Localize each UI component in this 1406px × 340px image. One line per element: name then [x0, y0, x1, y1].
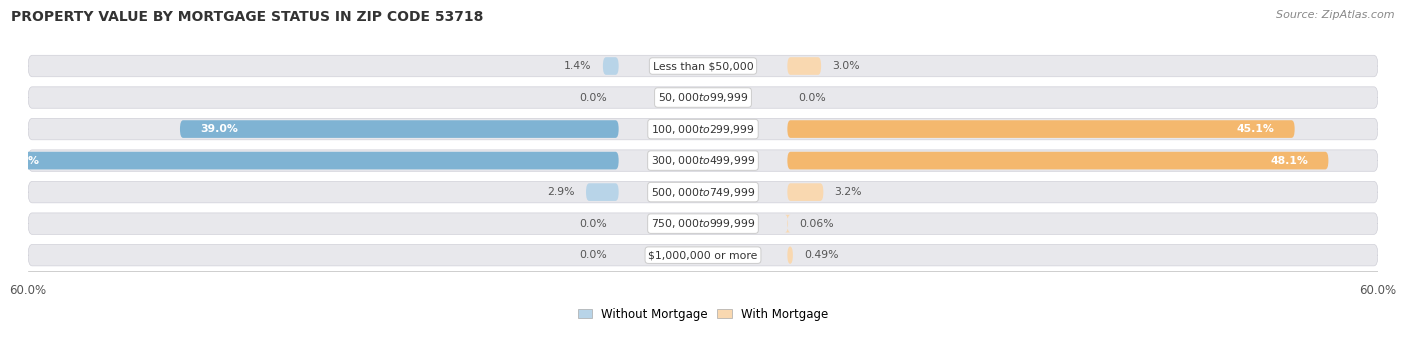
Text: 39.0%: 39.0%: [200, 124, 238, 134]
Text: 0.0%: 0.0%: [579, 92, 607, 103]
FancyBboxPatch shape: [787, 152, 1329, 169]
Text: $50,000 to $99,999: $50,000 to $99,999: [658, 91, 748, 104]
Text: 0.49%: 0.49%: [804, 250, 838, 260]
Text: PROPERTY VALUE BY MORTGAGE STATUS IN ZIP CODE 53718: PROPERTY VALUE BY MORTGAGE STATUS IN ZIP…: [11, 10, 484, 24]
FancyBboxPatch shape: [787, 183, 824, 201]
Text: 56.7%: 56.7%: [1, 156, 39, 166]
FancyBboxPatch shape: [28, 118, 1378, 140]
Text: 0.0%: 0.0%: [579, 219, 607, 228]
Text: $1,000,000 or more: $1,000,000 or more: [648, 250, 758, 260]
FancyBboxPatch shape: [28, 182, 1378, 203]
Text: $100,000 to $299,999: $100,000 to $299,999: [651, 122, 755, 136]
FancyBboxPatch shape: [180, 120, 619, 138]
Text: 3.2%: 3.2%: [835, 187, 862, 197]
Text: $750,000 to $999,999: $750,000 to $999,999: [651, 217, 755, 230]
FancyBboxPatch shape: [28, 87, 1378, 108]
FancyBboxPatch shape: [28, 244, 1378, 266]
FancyBboxPatch shape: [28, 213, 1378, 234]
Text: 0.0%: 0.0%: [799, 92, 827, 103]
Text: 48.1%: 48.1%: [1270, 156, 1308, 166]
Legend: Without Mortgage, With Mortgage: Without Mortgage, With Mortgage: [574, 303, 832, 325]
Text: 0.06%: 0.06%: [799, 219, 834, 228]
FancyBboxPatch shape: [787, 120, 1295, 138]
FancyBboxPatch shape: [603, 57, 619, 75]
Text: 2.9%: 2.9%: [547, 187, 575, 197]
Text: 3.0%: 3.0%: [832, 61, 860, 71]
FancyBboxPatch shape: [28, 55, 1378, 77]
FancyBboxPatch shape: [28, 150, 1378, 171]
FancyBboxPatch shape: [787, 57, 821, 75]
FancyBboxPatch shape: [785, 215, 790, 233]
Text: $500,000 to $749,999: $500,000 to $749,999: [651, 186, 755, 199]
Text: Source: ZipAtlas.com: Source: ZipAtlas.com: [1277, 10, 1395, 20]
Text: Less than $50,000: Less than $50,000: [652, 61, 754, 71]
Text: 1.4%: 1.4%: [564, 61, 592, 71]
Text: $300,000 to $499,999: $300,000 to $499,999: [651, 154, 755, 167]
FancyBboxPatch shape: [787, 246, 793, 264]
FancyBboxPatch shape: [0, 152, 619, 169]
FancyBboxPatch shape: [586, 183, 619, 201]
Text: 0.0%: 0.0%: [579, 250, 607, 260]
Text: 45.1%: 45.1%: [1236, 124, 1274, 134]
